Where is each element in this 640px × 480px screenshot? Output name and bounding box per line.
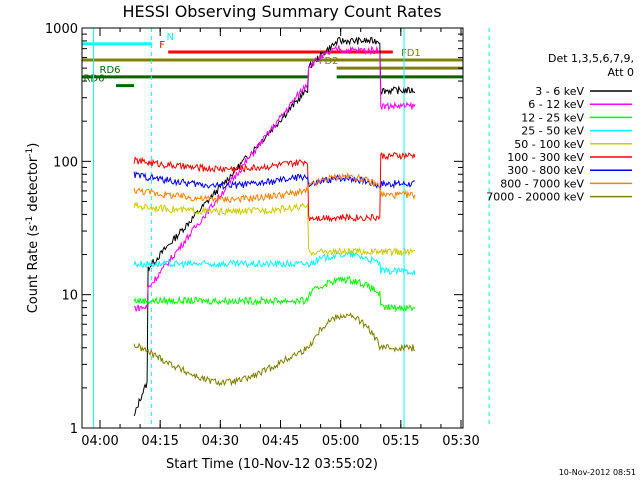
footer-timestamp: 10-Nov-2012 08:51	[559, 468, 636, 477]
plot-frame	[81, 27, 464, 429]
x-tick-label: 05:15	[382, 434, 419, 449]
x-tick-label: 04:00	[81, 434, 118, 449]
x-tick-label: 04:30	[202, 434, 239, 449]
series-lines	[133, 36, 416, 417]
flag-label: FD2	[319, 56, 339, 67]
legend-entry-label: 7000 - 20000 keV	[486, 191, 584, 204]
x-tick-label: 05:30	[442, 434, 479, 449]
series-line-5	[133, 151, 416, 223]
series-line-1	[133, 45, 416, 313]
flag-bars: NFFD1FD2RD6RD6	[82, 32, 463, 88]
y-axis-label-sup2: -1	[25, 148, 35, 157]
y-axis-label-mid: detector	[26, 156, 41, 216]
legend-entry-label: 100 - 300 keV	[507, 151, 584, 164]
y-axis-label: Count Rate (s-1 detector-1)	[25, 143, 41, 314]
series-line-3	[133, 251, 416, 277]
series-line-7	[133, 172, 416, 205]
legend-title-attenuator: Att 0	[608, 66, 634, 79]
x-axis-label: Start Time (10-Nov-12 03:55:02)	[166, 457, 378, 472]
legend-entry-label: 6 - 12 keV	[528, 98, 584, 111]
legend-entry-label: 25 - 50 keV	[521, 125, 584, 138]
legend-title-detectors: Det 1,3,5,6,7,9,	[548, 52, 634, 65]
x-axis-ticks: 04:00 04:15 04:30 04:45 05:00 05:15 05:30	[81, 28, 480, 449]
legend-entry-label: 3 - 6 keV	[535, 85, 584, 98]
flag-label: N	[166, 32, 173, 43]
y-tick-label: 10	[61, 289, 78, 304]
chart-title: HESSI Observing Summary Count Rates	[122, 2, 441, 21]
y-axis-ticks: 1 10 100 1000	[45, 22, 463, 437]
y-axis-label-end: )	[26, 143, 41, 148]
flag-label: FD1	[401, 48, 421, 59]
plot-area: NFFD1FD2RD6RD6	[81, 27, 490, 429]
y-tick-label: 100	[53, 155, 78, 170]
mode-change-lines	[93, 28, 490, 428]
series-line-4	[133, 201, 416, 258]
series-line-6	[133, 171, 416, 191]
y-tick-label: 1	[70, 422, 78, 437]
legend-entry-label: 800 - 7000 keV	[500, 177, 584, 190]
series-line-0	[133, 36, 416, 417]
legend-entry-label: 50 - 100 keV	[514, 138, 584, 151]
x-tick-label: 04:15	[141, 434, 178, 449]
legend-entry-label: 300 - 800 keV	[507, 164, 584, 177]
x-tick-label: 05:00	[322, 434, 359, 449]
legend-entry-label: 12 - 25 keV	[521, 111, 584, 124]
flag-label: F	[159, 40, 165, 51]
x-tick-label: 04:45	[262, 434, 299, 449]
y-axis-label-main: Count Rate (s	[26, 225, 41, 314]
y-axis-label-sup1: -1	[25, 216, 35, 225]
series-line-2	[133, 275, 416, 313]
y-tick-label: 1000	[45, 22, 78, 37]
flag-label: RD6	[100, 65, 121, 76]
series-line-8	[133, 312, 415, 387]
